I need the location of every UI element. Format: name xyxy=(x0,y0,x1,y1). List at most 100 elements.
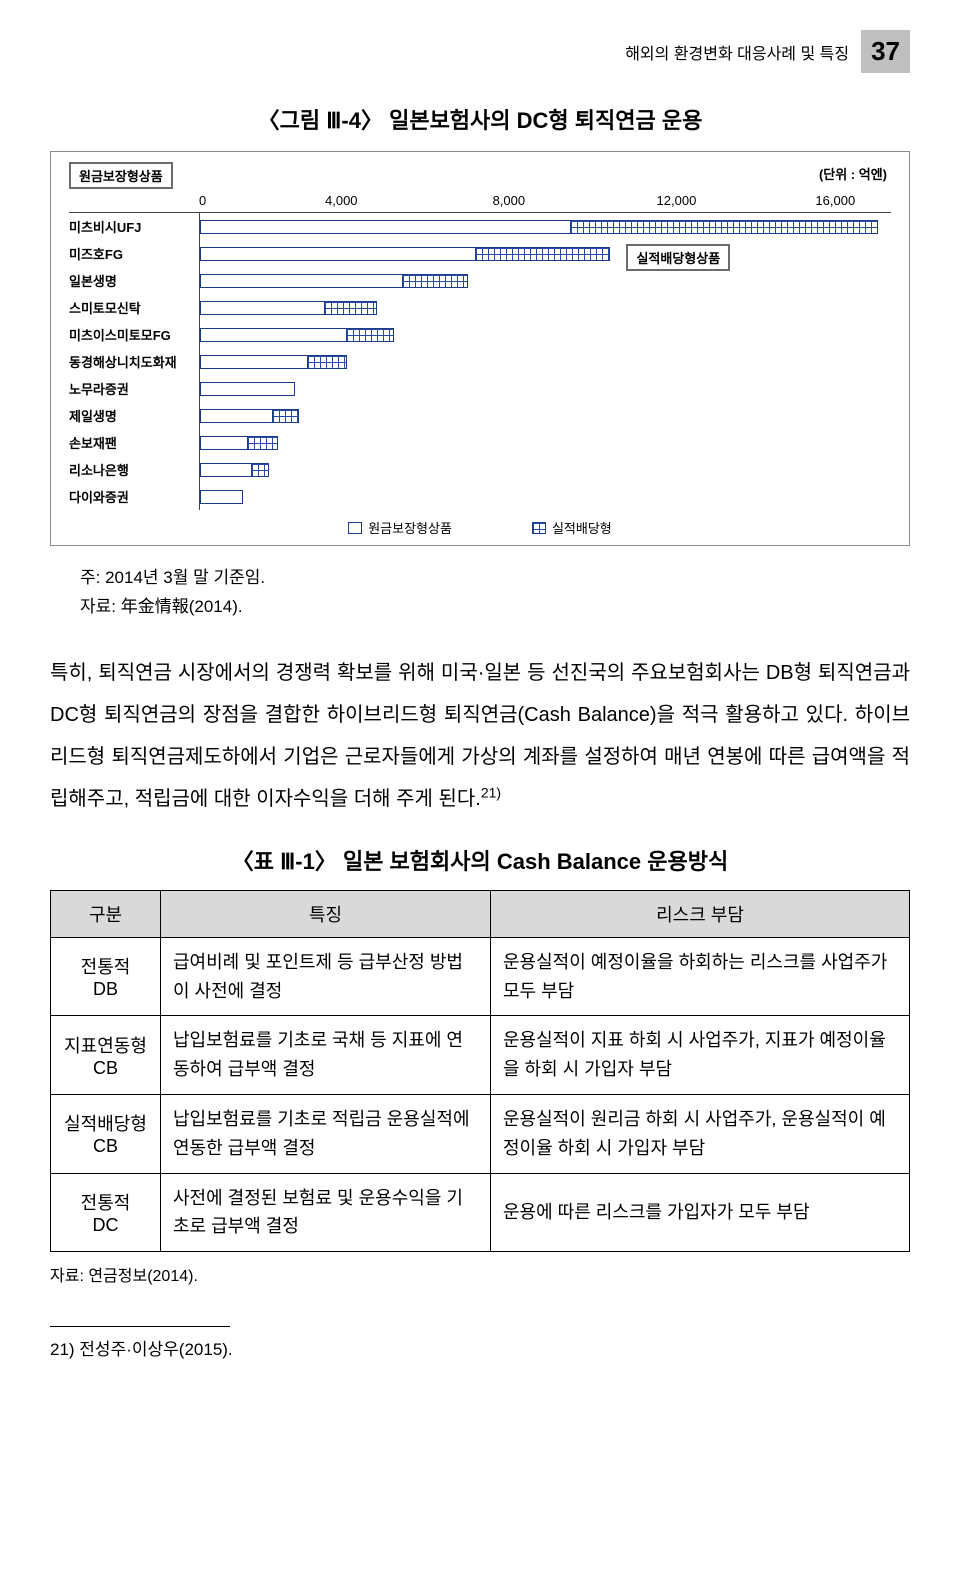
figure-notes: 주: 2014년 3월 말 기준임. 자료: 年金情報(2014). xyxy=(80,564,910,622)
bar-track xyxy=(199,483,891,510)
bar-track xyxy=(199,267,891,294)
bar-segment-hatch xyxy=(325,301,377,315)
table-header-row: 구분 특징 리스크 부담 xyxy=(51,890,910,937)
bar-label: 손보재팬 xyxy=(69,433,199,452)
table-cell: 운용실적이 원리금 하회 시 사업주가, 운용실적이 예정이율 하회 시 가입자… xyxy=(491,1094,910,1173)
bar-track xyxy=(199,402,891,429)
bar-row: 미츠비시UFJ xyxy=(69,213,891,240)
bar-track xyxy=(199,240,891,267)
legend-swatch-hatch xyxy=(532,522,546,534)
x-tick: 4,000 xyxy=(325,193,358,208)
bar-track xyxy=(199,429,891,456)
table-header: 리스크 부담 xyxy=(491,890,910,937)
table-cell: 사전에 결정된 보험료 및 운용수익을 기초로 급부액 결정 xyxy=(161,1173,491,1252)
bar-label: 일본생명 xyxy=(69,271,199,290)
chart-unit: (단위 : 억엔) xyxy=(819,164,887,183)
bar-rows: 미츠비시UFJ 미즈호FG 일본생명스미토모신탁미츠이스미토모FG 동경해상니치도화재… xyxy=(69,212,891,510)
running-header: 해외의 환경변화 대응사례 및 특징 37 xyxy=(50,30,910,73)
x-axis: 04,0008,00012,00016,000 xyxy=(199,193,891,208)
table-cell: 운용실적이 지표 하회 시 사업주가, 지표가 예정이율을 하회 시 가입자 부… xyxy=(491,1016,910,1095)
bar-segment-plain xyxy=(200,463,252,477)
bar-row: 미츠이스미토모FG xyxy=(69,321,891,348)
table-title: 〈표 Ⅲ-1〉 일본 보험회사의 Cash Balance 운용방식 xyxy=(50,844,910,876)
bar-segment-plain xyxy=(200,436,248,450)
page-number: 37 xyxy=(861,30,910,73)
figure-title: 〈그림 Ⅲ-4〉 일본보험사의 DC형 퇴직연금 운용 xyxy=(50,103,910,135)
bar-label: 미즈호FG xyxy=(69,244,199,263)
bar-track xyxy=(199,321,891,348)
bar-segment-hatch xyxy=(347,328,395,342)
table-header: 특징 xyxy=(161,890,491,937)
table-row: 전통적DB급여비례 및 포인트제 등 급부산정 방법이 사전에 결정운용실적이 … xyxy=(51,937,910,1016)
bar-row: 미즈호FG xyxy=(69,240,891,267)
body-paragraph: 특히, 퇴직연금 시장에서의 경쟁력 확보를 위해 미국·일본 등 선진국의 주… xyxy=(50,652,910,820)
figure-note-2: 자료: 年金情報(2014). xyxy=(80,593,910,622)
bar-row: 제일생명 xyxy=(69,402,891,429)
table-cell: 납입보험료를 기초로 적립금 운용실적에 연동한 급부액 결정 xyxy=(161,1094,491,1173)
legend-label-hatch: 실적배당형 xyxy=(552,518,612,537)
bar-label: 제일생명 xyxy=(69,406,199,425)
x-tick: 12,000 xyxy=(657,193,697,208)
bar-label: 리소나은행 xyxy=(69,460,199,479)
bar-segment-plain xyxy=(200,301,325,315)
table-cell: 전통적DC xyxy=(51,1173,161,1252)
running-title: 해외의 환경변화 대응사례 및 특징 xyxy=(625,40,849,64)
bar-segment-hatch xyxy=(248,436,278,450)
table-row: 지표연동형CB납입보험료를 기초로 국채 등 지표에 연동하여 급부액 결정운용… xyxy=(51,1016,910,1095)
bar-segment-plain xyxy=(200,382,295,396)
bar-track xyxy=(199,456,891,483)
bar-segment-plain xyxy=(200,355,308,369)
bar-track xyxy=(199,348,891,375)
bar-row: 일본생명 xyxy=(69,267,891,294)
x-tick: 0 xyxy=(199,193,206,208)
bar-row: 동경해상니치도화재 xyxy=(69,348,891,375)
footnote-rule xyxy=(50,1326,230,1327)
bar-row: 스미토모신탁 xyxy=(69,294,891,321)
bar-label: 노무라증권 xyxy=(69,379,199,398)
bar-track xyxy=(199,294,891,321)
footnote: 21) 전성주·이상우(2015). xyxy=(50,1335,910,1360)
legend-label-plain: 원금보장형상품 xyxy=(368,518,452,537)
bar-segment-plain xyxy=(200,247,476,261)
figure-note-1: 주: 2014년 3월 말 기준임. xyxy=(80,564,910,593)
bar-chart: 원금보장형상품 (단위 : 억엔) 04,0008,00012,00016,00… xyxy=(50,151,910,546)
table-source: 자료: 연금정보(2014). xyxy=(50,1262,910,1286)
bar-row: 리소나은행 xyxy=(69,456,891,483)
table-cell: 납입보험료를 기초로 국채 등 지표에 연동하여 급부액 결정 xyxy=(161,1016,491,1095)
table-row: 실적배당형CB납입보험료를 기초로 적립금 운용실적에 연동한 급부액 결정운용… xyxy=(51,1094,910,1173)
table-row: 전통적DC사전에 결정된 보험료 및 운용수익을 기초로 급부액 결정운용에 따… xyxy=(51,1173,910,1252)
table-cell: 전통적DB xyxy=(51,937,161,1016)
bar-row: 다이와증권 xyxy=(69,483,891,510)
bar-segment-plain xyxy=(200,490,243,504)
bar-segment-plain xyxy=(200,220,571,234)
bar-label: 미츠비시UFJ xyxy=(69,217,199,236)
bar-label: 다이와증권 xyxy=(69,487,199,506)
bar-segment-plain xyxy=(200,274,403,288)
bar-segment-hatch xyxy=(252,463,269,477)
table-cell: 운용에 따른 리스크를 가입자가 모두 부담 xyxy=(491,1173,910,1252)
table-header: 구분 xyxy=(51,890,161,937)
bar-segment-hatch xyxy=(476,247,610,261)
bar-row: 노무라증권 xyxy=(69,375,891,402)
bar-segment-hatch xyxy=(403,274,468,288)
chart-annotation: 실적배당형상품 xyxy=(626,244,730,271)
bar-label: 동경해상니치도화재 xyxy=(69,352,199,371)
footnote-ref: 21) xyxy=(481,784,501,800)
cash-balance-table: 구분 특징 리스크 부담 전통적DB급여비례 및 포인트제 등 급부산정 방법이… xyxy=(50,890,910,1252)
bar-label: 미츠이스미토모FG xyxy=(69,325,199,344)
table-cell: 지표연동형CB xyxy=(51,1016,161,1095)
bar-segment-plain xyxy=(200,409,273,423)
bar-segment-hatch xyxy=(273,409,299,423)
x-tick: 8,000 xyxy=(493,193,526,208)
table-cell: 급여비례 및 포인트제 등 급부산정 방법이 사전에 결정 xyxy=(161,937,491,1016)
table-cell: 실적배당형CB xyxy=(51,1094,161,1173)
bar-track xyxy=(199,375,891,402)
bar-row: 손보재팬 xyxy=(69,429,891,456)
bar-segment-hatch xyxy=(571,220,878,234)
bar-label: 스미토모신탁 xyxy=(69,298,199,317)
chart-top-legend-box: 원금보장형상품 xyxy=(69,162,173,189)
bar-segment-plain xyxy=(200,328,347,342)
bar-segment-hatch xyxy=(308,355,347,369)
bar-track xyxy=(199,213,891,240)
legend-swatch-plain xyxy=(348,522,362,534)
